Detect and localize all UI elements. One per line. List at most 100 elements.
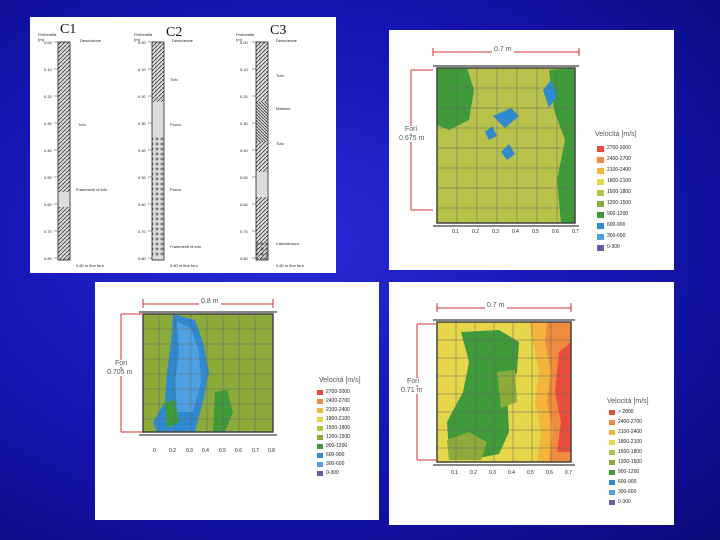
borehole-c2-depth-7: 0.70 <box>138 229 146 234</box>
borehole-c3-depth-2: 0.20 <box>240 94 248 99</box>
tomogram-1-width-label: 0.7 m <box>492 46 514 53</box>
tomogram-2-xtick-2: 0.2 <box>169 448 176 454</box>
tomogram-3-xtick-3: 0.3 <box>489 470 496 476</box>
borehole-c2-desc-header: Descrizione <box>172 38 193 43</box>
tomogram-3-depth-label: 0.71 m <box>401 387 423 394</box>
legend-swatch <box>317 408 323 413</box>
legend-label: 900-1200 <box>607 211 629 217</box>
borehole-c3-depth-5: 0.50 <box>240 175 248 180</box>
tomogram-3-legend-title: Velocità [m/s] <box>607 398 649 405</box>
legend-swatch <box>317 462 323 467</box>
legend-label: 2700-3000 <box>607 145 631 151</box>
borehole-c2-label-frammenti: Frammenti di tufo <box>170 244 202 249</box>
legend-label: 900-1200 <box>618 469 640 475</box>
legend-swatch <box>317 390 323 395</box>
legend-label: 2400-2700 <box>607 156 631 162</box>
borehole-c1-depth-0: 0.00 <box>44 40 52 45</box>
borehole-c3-depth-0: 0.00 <box>240 40 248 45</box>
tomogram-1-xtick-3: 0.3 <box>492 229 499 235</box>
legend-label: 1200-1500 <box>618 459 642 465</box>
legend-swatch <box>609 450 615 455</box>
borehole-c3-depth-7: 0.70 <box>240 229 248 234</box>
tomogram-3-width-label: 0.7 m <box>485 302 507 309</box>
borehole-c3-label-calcestruzzo: Calcestruzzo <box>276 241 300 246</box>
borehole-c1-label-tufo: Tufo <box>78 122 86 127</box>
legend-label: 0-300 <box>618 499 631 505</box>
tomogram-1-xtick-5: 0.5 <box>532 229 539 235</box>
legend-label: 600-900 <box>607 222 626 228</box>
borehole-c3-depth-6: 0.60 <box>240 202 248 207</box>
borehole-c2-label-tufo: Tufo <box>170 77 178 82</box>
legend-swatch <box>317 426 323 431</box>
borehole-c3-depth-header: Profondità (m) <box>236 32 255 42</box>
legend-swatch <box>609 430 615 435</box>
tomogram-1-xtick-4: 0.4 <box>512 229 519 235</box>
legend-swatch <box>597 157 604 163</box>
tomogram-2-xtick-7: 0.7 <box>252 448 259 454</box>
legend-swatch <box>597 179 604 185</box>
borehole-c1-depth-3: 0.30 <box>44 121 52 126</box>
tomogram-3-xtick-5: 0.5 <box>527 470 534 476</box>
legend-label: 2400-2700 <box>326 398 350 404</box>
borehole-c1-desc-header: Descrizione <box>80 38 101 43</box>
legend-label: 0-300 <box>326 470 339 476</box>
legend-swatch <box>317 453 323 458</box>
tomogram-2-legend-title: Velocità [m/s] <box>319 377 361 384</box>
legend-swatch <box>609 460 615 465</box>
tomogram-1-xtick-7: 0.7 <box>572 229 579 235</box>
borehole-c3-label-tufo-1: Tufo <box>276 73 284 78</box>
tomogram-1-drawing <box>410 48 580 227</box>
tomogram-2-fori-label: Fori <box>115 360 128 367</box>
legend-label: 2100-2400 <box>618 429 642 435</box>
tomogram-1-fori-label: Fori <box>405 126 418 133</box>
tomogram-1-xtick-1: 0.1 <box>452 229 459 235</box>
legend-label: 1500-1800 <box>618 449 642 455</box>
legend-swatch <box>597 190 604 196</box>
tomogram-1-xtick-6: 0.6 <box>552 229 559 235</box>
borehole-c1-depth-5: 0.50 <box>44 175 52 180</box>
legend-swatch <box>609 410 615 415</box>
legend-swatch <box>609 440 615 445</box>
legend-swatch <box>317 399 323 404</box>
legend-swatch <box>609 470 615 475</box>
tomogram-3-xtick-2: 0.2 <box>470 470 477 476</box>
borehole-c1-depth-1: 0.10 <box>44 67 52 72</box>
borehole-c1-title: C1 <box>60 22 77 37</box>
borehole-c1-depth-8: 0.80 <box>44 256 52 261</box>
legend-label: 2100-2400 <box>607 167 631 173</box>
borehole-c2-depth-6: 0.60 <box>138 202 146 207</box>
tomogram-3-panel: 0.7 m Fori 0.71 m 0.1 0.2 0.3 0.4 0.5 0.… <box>389 282 674 525</box>
legend-swatch <box>597 146 604 152</box>
borehole-c2-depth-0: 0.00 <box>138 40 146 45</box>
legend-swatch <box>609 490 615 495</box>
borehole-c3-depth-8: 0.80 <box>240 256 248 261</box>
legend-label: 1800-2100 <box>607 178 631 184</box>
borehole-c2-label-pozzo-2: Pozzo <box>170 187 182 192</box>
borehole-c1-label-frammenti: Frammenti di tufo <box>76 187 108 192</box>
legend-label: 2100-2400 <box>326 407 350 413</box>
legend-swatch <box>597 168 604 174</box>
borehole-c1-depth-4: 0.40 <box>44 148 52 153</box>
legend-swatch <box>597 212 604 218</box>
borehole-logs-drawing <box>54 41 269 261</box>
borehole-c2-depth-2: 0.20 <box>138 94 146 99</box>
tomogram-3-drawing <box>416 303 575 466</box>
borehole-c1-depth-6: 0.60 <box>44 202 52 207</box>
borehole-c2-label-pozzo-1: Pozzo <box>170 122 182 127</box>
borehole-c3-label-mattone: Mattone <box>276 106 291 111</box>
borehole-c3-foot: 0.80 m fine foro <box>276 263 304 268</box>
borehole-c1-depth-7: 0.70 <box>44 229 52 234</box>
tomogram-3-xtick-6: 0.6 <box>546 470 553 476</box>
borehole-c3-desc-header: Descrizione <box>276 38 297 43</box>
tomogram-2-xtick-4: 0.4 <box>202 448 209 454</box>
tomogram-2-xtick-5: 0.5 <box>219 448 226 454</box>
borehole-c3-depth-1: 0.10 <box>240 67 248 72</box>
legend-swatch <box>317 417 323 422</box>
tomogram-1-legend-title: Velocità [m/s] <box>595 131 637 138</box>
legend-label: 1200-1500 <box>326 434 350 440</box>
tomogram-2-xtick-6: 0.6 <box>235 448 242 454</box>
tomogram-2-width-label: 0.8 m <box>199 298 221 305</box>
borehole-c3-title: C3 <box>270 23 287 38</box>
legend-label: 900-1200 <box>326 443 348 449</box>
legend-swatch <box>317 435 323 440</box>
